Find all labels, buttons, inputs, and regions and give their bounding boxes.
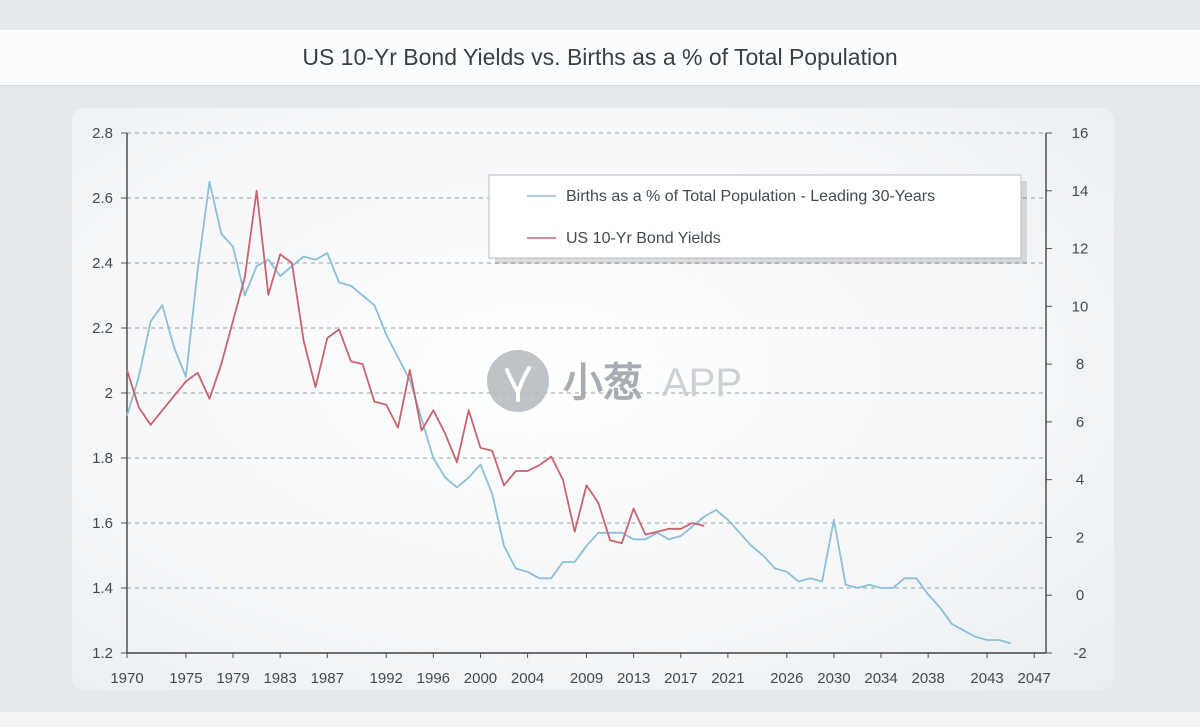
series-line-bond-yields [126, 189, 705, 545]
watermark-suffix: APP [662, 361, 742, 405]
y-left-tick-label: 2.8 [92, 125, 113, 142]
x-tick-label: 2004 [511, 670, 544, 687]
legend: Births as a % of Total Population - Lead… [488, 174, 1027, 264]
x-tick-label: 1987 [311, 670, 344, 687]
chart-title: US 10-Yr Bond Yields vs. Births as a % o… [302, 44, 898, 70]
x-tick-label: 2017 [664, 670, 697, 687]
x-tick-label: 2009 [570, 670, 603, 687]
y-left-tick-label: 1.6 [92, 515, 113, 532]
bottom-strip [0, 712, 1200, 727]
watermark: 小葱 APP [487, 350, 742, 412]
x-tick-label: 2000 [464, 670, 497, 687]
y-right-tick-label: 12 [1072, 241, 1089, 258]
y-right-tick-label: 10 [1072, 298, 1089, 315]
x-tick-label: 2047 [1018, 670, 1051, 687]
x-tick-label: 2034 [864, 670, 897, 687]
y-right-tick-label: 6 [1076, 414, 1084, 431]
x-tick-label: 2038 [911, 670, 944, 687]
title-bar: US 10-Yr Bond Yields vs. Births as a % o… [0, 30, 1200, 86]
x-tick-label: 1975 [169, 670, 202, 687]
x-tick-label: 2021 [711, 670, 744, 687]
x-tick-label: 1979 [216, 670, 249, 687]
y-right-tick-label: 0 [1076, 587, 1084, 604]
y-left-tick-label: 2.2 [92, 320, 113, 337]
y-right-tick-label: -2 [1073, 645, 1086, 662]
y-right-tick-label: 4 [1076, 472, 1084, 489]
y-right-tick-label: 14 [1072, 183, 1089, 200]
y-right-tick-label: 2 [1076, 529, 1084, 546]
watermark-brand: 小葱 [563, 361, 643, 405]
y-left-tick-label: 1.2 [92, 645, 113, 662]
x-tick-label: 2013 [617, 670, 650, 687]
x-tick-label: 1996 [417, 670, 450, 687]
y-left-tick-label: 1.8 [92, 450, 113, 467]
y-left-tick-label: 1.4 [92, 580, 113, 597]
series-layer [126, 180, 1011, 645]
x-tick-label: 1992 [370, 670, 403, 687]
legend-label-births: Births as a % of Total Population - Lead… [566, 188, 935, 205]
x-tick-label: 1970 [110, 670, 143, 687]
y-left-tick-label: 2.4 [92, 255, 113, 272]
gridlines [127, 132, 1046, 589]
y-left-tick-label: 2.6 [92, 190, 113, 207]
x-tick-label: 2030 [817, 670, 850, 687]
watermark-logo-icon [487, 350, 549, 412]
legend-box [488, 174, 1022, 259]
series-line-births [126, 180, 1011, 645]
x-tick-label: 1983 [263, 670, 296, 687]
tick-labels: 1.2 1.4 1.6 1.8 2 2.2 2.4 2.6 2.8 -2 0 2 4 6 8 10 12 14 16… [92, 125, 1088, 687]
y-right-tick-label: 8 [1076, 356, 1084, 373]
x-tick-label: 2043 [970, 670, 1003, 687]
y-left-tick-label: 2 [105, 385, 113, 402]
x-tick-label: 2026 [770, 670, 803, 687]
axes [121, 132, 1052, 658]
legend-label-bond-yields: US 10-Yr Bond Yields [566, 230, 721, 247]
y-right-tick-label: 16 [1072, 125, 1089, 142]
